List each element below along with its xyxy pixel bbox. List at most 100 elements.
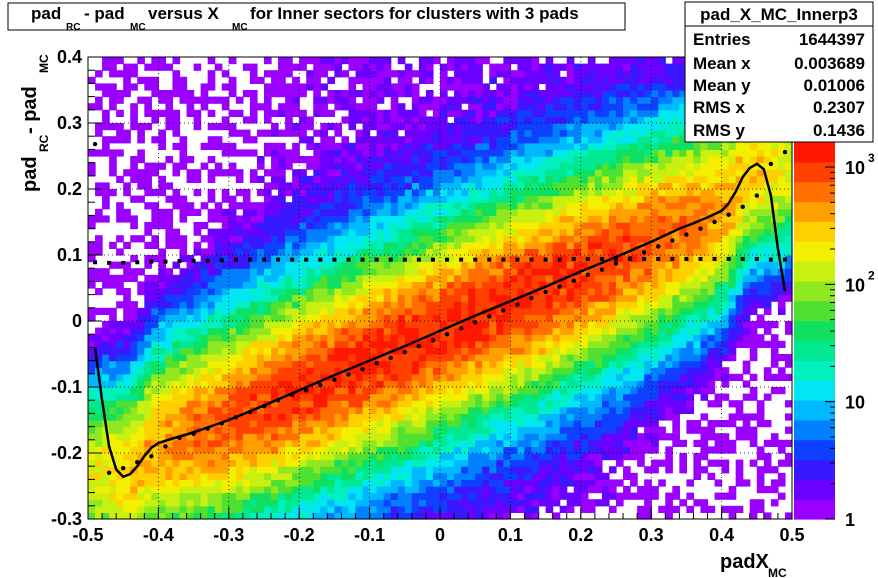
heatmap-cell [158, 327, 167, 335]
heatmap-cell [503, 228, 511, 236]
heatmap-cell [461, 149, 469, 157]
heatmap-cell [144, 123, 152, 131]
heatmap-cell [489, 334, 497, 342]
heatmap-cell [447, 453, 455, 461]
heatmap-cell [193, 466, 202, 474]
heatmap-cell [559, 453, 568, 461]
heatmap-cell [418, 129, 427, 137]
heatmap-cell [249, 314, 258, 322]
heatmap-cell [594, 340, 603, 348]
heatmap-cell [341, 202, 350, 210]
heatmap-cell [475, 307, 483, 315]
heatmap-cell [482, 459, 490, 467]
heatmap-cell [608, 96, 617, 104]
heatmap-cell [249, 499, 258, 507]
heatmap-cell [461, 420, 469, 428]
heatmap-cell [644, 129, 652, 137]
heatmap-cell [376, 63, 385, 71]
heatmap-cell [524, 169, 533, 177]
heatmap-cell [242, 499, 251, 507]
heatmap-cell [538, 63, 547, 71]
heatmap-cell [552, 149, 561, 157]
heatmap-cell [348, 268, 357, 276]
heatmap-cell [383, 57, 392, 65]
heatmap-cell [432, 189, 441, 197]
heatmap-cell [637, 70, 645, 78]
heatmap-cell [235, 426, 244, 434]
heatmap-cell [179, 314, 188, 322]
heatmap-cell [179, 486, 188, 494]
heatmap-cell [320, 499, 328, 507]
heatmap-cell [341, 241, 350, 249]
heatmap-cell [538, 268, 547, 276]
heatmap-cell [369, 420, 378, 428]
heatmap-cell [151, 314, 159, 322]
heatmap-cell [538, 321, 547, 329]
heatmap-cell [503, 90, 511, 98]
heatmap-cell [454, 228, 462, 236]
heatmap-cell [271, 76, 279, 84]
heatmap-cell [313, 215, 321, 223]
heatmap-cell [151, 413, 159, 421]
heatmap-cell [348, 90, 357, 98]
heatmap-cell [327, 413, 335, 421]
heatmap-cell [594, 268, 603, 276]
heatmap-cell [369, 354, 378, 362]
heatmap-cell [102, 123, 110, 131]
heatmap-cell [447, 162, 455, 170]
heatmap-cell [369, 499, 378, 507]
heatmap-cell [88, 360, 96, 368]
heatmap-cell [285, 492, 293, 500]
heatmap-cell [630, 446, 638, 454]
heatmap-cell [109, 347, 117, 355]
heatmap-cell [200, 373, 209, 381]
heatmap-cell [362, 492, 371, 500]
heatmap-cell [369, 261, 378, 269]
heatmap-cell [397, 334, 406, 342]
heatmap-cell [249, 288, 258, 296]
heatmap-cell [341, 162, 350, 170]
heatmap-cell [644, 261, 652, 269]
heatmap-cell [587, 57, 596, 65]
heatmap-cell [313, 512, 321, 520]
heatmap-cell [524, 459, 533, 467]
heatmap-cell [637, 446, 645, 454]
heatmap-cell [425, 340, 434, 348]
heatmap-cell [418, 413, 427, 421]
heatmap-cell [362, 413, 371, 421]
heatmap-cell [193, 116, 202, 124]
heatmap-cell [587, 354, 596, 362]
heatmap-cell [256, 294, 265, 302]
heatmap-cell [440, 149, 448, 157]
heatmap-cell [566, 136, 575, 144]
heatmap-cell [158, 472, 167, 480]
heatmap-cell [172, 512, 181, 520]
heatmap-cell [214, 274, 223, 282]
heatmap-cell [390, 380, 399, 388]
heatmap-cell [517, 307, 526, 315]
heatmap-cell [102, 387, 110, 395]
heatmap-cell [278, 327, 286, 335]
heatmap-cell [242, 347, 251, 355]
heatmap-cell [418, 406, 427, 414]
heatmap-cell [299, 446, 307, 454]
heatmap-cell [425, 255, 434, 263]
heatmap-cell [601, 156, 610, 164]
heatmap-cell [482, 433, 490, 441]
heatmap-cell [630, 281, 638, 289]
heatmap-cell [306, 406, 314, 414]
heatmap-cell [348, 76, 357, 84]
heatmap-cell [292, 103, 300, 111]
heatmap-cell [355, 162, 364, 170]
heatmap-cell [390, 109, 399, 117]
heatmap-cell [411, 228, 420, 236]
heatmap-cell [137, 268, 145, 276]
heatmap-cell [623, 228, 631, 236]
heatmap-cell [580, 235, 589, 243]
heatmap-cell [320, 505, 328, 513]
heatmap-cell [327, 123, 335, 131]
heatmap-cell [341, 156, 350, 164]
heatmap-cell [383, 294, 392, 302]
heatmap-cell [320, 387, 328, 395]
heatmap-cell [531, 116, 540, 124]
